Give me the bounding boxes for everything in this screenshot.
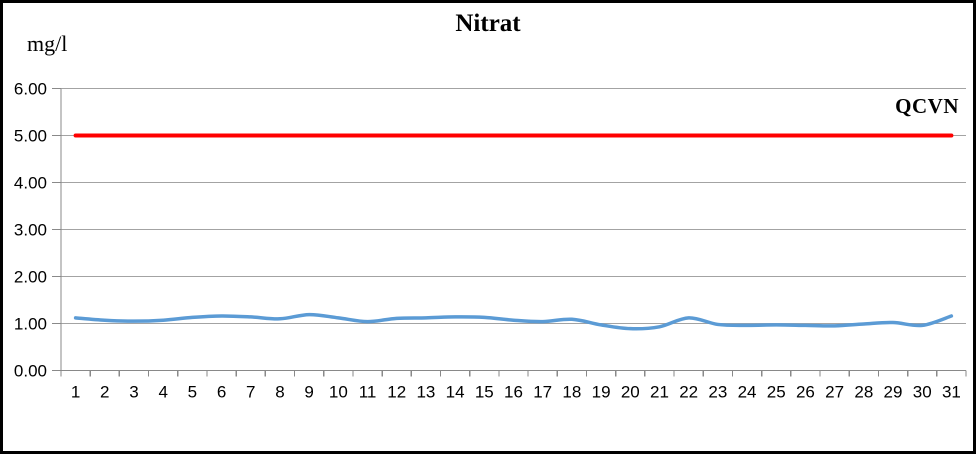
x-tick-label: 7 [246,383,255,402]
x-tick-label: 27 [825,383,844,402]
x-tick-label: 4 [158,383,167,402]
x-tick-label: 12 [387,383,406,402]
x-tick-label: 14 [446,383,465,402]
y-tick-label: 2.00 [14,268,47,287]
x-tick-label: 20 [621,383,640,402]
y-tick-label: 6.00 [14,80,47,99]
y-axis-unit-label: mg/l [27,31,68,56]
x-tick-label: 22 [679,383,698,402]
y-tick-label: 0.00 [14,362,47,381]
x-tick-label: 8 [275,383,284,402]
x-tick-label: 15 [475,383,494,402]
x-tick-label: 11 [359,383,377,402]
x-tick-label: 2 [100,383,109,402]
chart-title: Nitrat [455,10,521,37]
y-tick-label: 4.00 [14,174,47,193]
x-tick-label: 18 [562,383,581,402]
x-tick-label: 26 [796,383,815,402]
x-tick-label: 24 [738,383,757,402]
x-tick-label: 1 [71,383,80,402]
x-tick-label: 13 [416,383,435,402]
x-tick-label: 19 [592,383,611,402]
x-tick-label: 3 [129,383,138,402]
x-tick-label: 28 [854,383,873,402]
x-tick-label: 17 [533,383,552,402]
x-tick-label: 10 [329,383,348,402]
x-tick-label: 23 [708,383,727,402]
qcvn-limit-label: QCVN [895,94,959,118]
y-tick-label: 3.00 [14,221,47,240]
x-tick-label: 5 [188,383,197,402]
x-tick-label: 21 [650,383,669,402]
x-tick-label: 25 [767,383,786,402]
x-tick-label: 6 [217,383,226,402]
y-tick-label: 1.00 [14,315,47,334]
y-tick-label: 5.00 [14,127,47,146]
x-tick-label: 31 [942,383,961,402]
x-tick-label: 29 [884,383,903,402]
series-nitrat-line [73,312,954,331]
x-tick-label: 9 [304,383,313,402]
x-tick-label: 16 [504,383,523,402]
x-tick-label: 30 [913,383,932,402]
